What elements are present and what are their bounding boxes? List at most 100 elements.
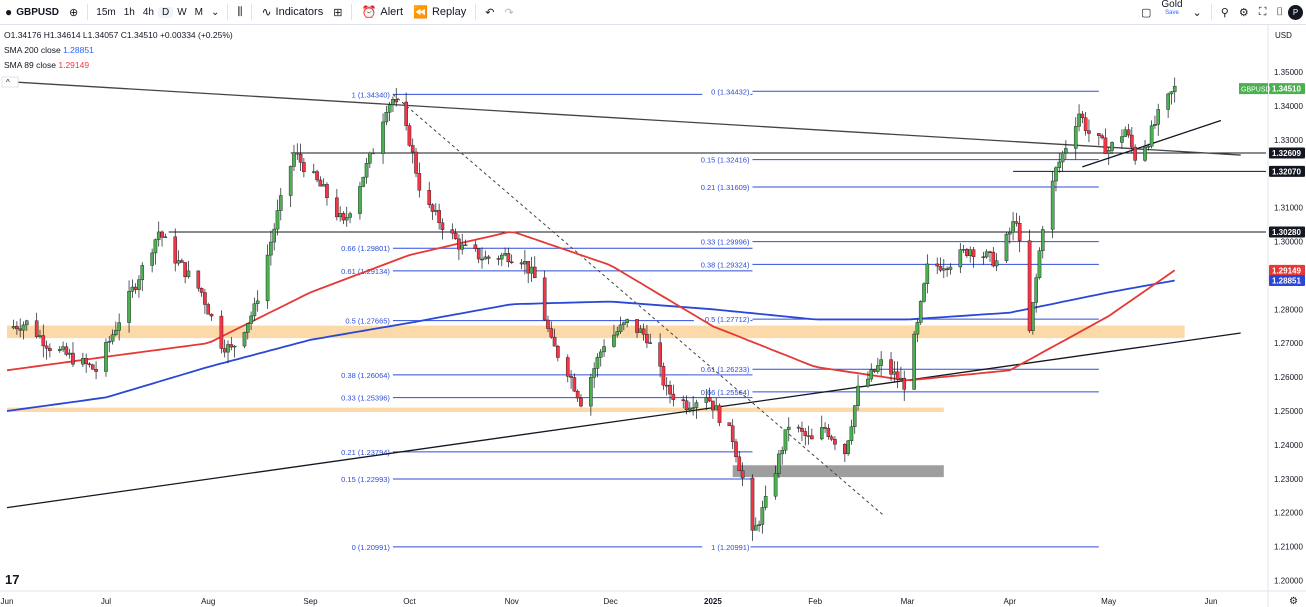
candle-up[interactable] bbox=[321, 184, 326, 187]
candle-up[interactable] bbox=[117, 322, 121, 331]
candle-down[interactable] bbox=[829, 436, 834, 440]
candle-down[interactable] bbox=[965, 249, 969, 256]
candle-up[interactable] bbox=[899, 377, 903, 380]
candle-down[interactable] bbox=[658, 342, 662, 367]
candle-down[interactable] bbox=[222, 348, 227, 353]
candle-down[interactable] bbox=[437, 210, 441, 224]
candle-down[interactable] bbox=[133, 286, 138, 290]
candle-down[interactable] bbox=[671, 393, 676, 400]
candle-up[interactable] bbox=[1120, 136, 1124, 143]
candle-up[interactable] bbox=[773, 473, 778, 497]
candle-down[interactable] bbox=[18, 328, 22, 331]
candle-up[interactable] bbox=[592, 368, 596, 378]
candle-up[interactable] bbox=[942, 268, 946, 271]
candle-up[interactable] bbox=[783, 429, 788, 451]
candle-down[interactable] bbox=[1027, 240, 1032, 331]
candle-up[interactable] bbox=[780, 450, 784, 455]
candle-up[interactable] bbox=[381, 121, 385, 154]
candle-down[interactable] bbox=[635, 319, 639, 333]
candle-down[interactable] bbox=[803, 431, 808, 437]
timeframe-m[interactable]: M bbox=[194, 6, 203, 18]
candle-up[interactable] bbox=[1050, 180, 1055, 230]
candle-up[interactable] bbox=[252, 303, 257, 317]
alert-button[interactable]: ⏰ Alert bbox=[356, 0, 408, 24]
candle-up[interactable] bbox=[104, 342, 108, 372]
candle-up[interactable] bbox=[140, 265, 145, 280]
timeframe-1h[interactable]: 1h bbox=[123, 6, 135, 18]
candle-up[interactable] bbox=[11, 326, 16, 329]
candle-down[interactable] bbox=[800, 428, 804, 432]
candle-down[interactable] bbox=[1087, 130, 1091, 134]
symbol-search[interactable]: ● GBPUSD bbox=[0, 0, 64, 24]
candle-down[interactable] bbox=[843, 444, 847, 455]
candle-up[interactable] bbox=[869, 369, 874, 380]
candle-up[interactable] bbox=[110, 334, 115, 342]
candle-down[interactable] bbox=[872, 369, 877, 372]
candle-up[interactable] bbox=[849, 426, 854, 442]
candle-up[interactable] bbox=[1060, 152, 1065, 163]
candle-up[interactable] bbox=[852, 405, 857, 427]
candle-up[interactable] bbox=[61, 346, 65, 350]
candle-up[interactable] bbox=[1073, 126, 1078, 149]
candle-down[interactable] bbox=[476, 248, 481, 260]
candle-down[interactable] bbox=[895, 371, 900, 380]
candle-down[interactable] bbox=[971, 249, 976, 257]
trend-line-1[interactable] bbox=[16, 81, 1241, 156]
candle-down[interactable] bbox=[1080, 113, 1085, 119]
candle-up[interactable] bbox=[994, 260, 999, 267]
replay-button[interactable]: ⏪ Replay bbox=[408, 0, 471, 24]
candle-up[interactable] bbox=[1077, 113, 1081, 127]
candle-down[interactable] bbox=[734, 441, 738, 458]
candle-down[interactable] bbox=[209, 314, 214, 317]
candle-down[interactable] bbox=[889, 359, 893, 375]
candle-down[interactable] bbox=[565, 357, 570, 377]
candle-up[interactable] bbox=[595, 357, 600, 369]
avatar[interactable]: P bbox=[1288, 4, 1303, 20]
candle-down[interactable] bbox=[902, 377, 907, 390]
candle-up[interactable] bbox=[114, 330, 118, 335]
candle-down[interactable] bbox=[298, 153, 303, 163]
candle-down[interactable] bbox=[645, 334, 649, 344]
add-symbol-button[interactable]: ⊕ bbox=[64, 0, 83, 24]
candle-down[interactable] bbox=[325, 184, 329, 199]
candle-up[interactable] bbox=[130, 286, 135, 292]
candle-down[interactable] bbox=[796, 426, 801, 429]
candle-down[interactable] bbox=[532, 266, 537, 279]
candle-down[interactable] bbox=[318, 179, 323, 187]
candle-up[interactable] bbox=[278, 195, 283, 211]
candle-down[interactable] bbox=[15, 326, 19, 330]
candle-down[interactable] bbox=[302, 162, 306, 173]
candle-up[interactable] bbox=[1143, 147, 1147, 161]
candle-up[interactable] bbox=[344, 217, 349, 221]
candle-down[interactable] bbox=[991, 251, 996, 267]
timeframe-d[interactable]: D bbox=[157, 6, 174, 18]
candle-up[interactable] bbox=[348, 213, 352, 218]
candle-up[interactable] bbox=[67, 352, 72, 355]
candle-down[interactable] bbox=[414, 151, 418, 174]
timeframe-15m[interactable]: 15m bbox=[96, 6, 116, 18]
candle-down[interactable] bbox=[549, 328, 554, 338]
candle-up[interactable] bbox=[292, 152, 296, 167]
candle-up[interactable] bbox=[1166, 93, 1170, 110]
candle-up[interactable] bbox=[892, 371, 897, 375]
candle-up[interactable] bbox=[1146, 146, 1151, 148]
candle-up[interactable] bbox=[856, 385, 860, 406]
candle-up[interactable] bbox=[589, 377, 593, 407]
candle-up[interactable] bbox=[1169, 91, 1174, 95]
settings-button[interactable]: ⚙ bbox=[1234, 0, 1254, 24]
candle-up[interactable] bbox=[1149, 125, 1154, 147]
candle-down[interactable] bbox=[711, 400, 715, 411]
candle-down[interactable] bbox=[661, 366, 666, 386]
candle-up[interactable] bbox=[153, 239, 158, 254]
candle-down[interactable] bbox=[569, 376, 573, 378]
candle-up[interactable] bbox=[391, 99, 395, 105]
candle-up[interactable] bbox=[918, 301, 923, 323]
candle-down[interactable] bbox=[707, 397, 712, 402]
candle-down[interactable] bbox=[526, 261, 530, 274]
candle-down[interactable] bbox=[935, 263, 940, 267]
candle-up[interactable] bbox=[265, 254, 270, 302]
candle-up[interactable] bbox=[757, 524, 761, 526]
candle-up[interactable] bbox=[364, 163, 369, 178]
layout-name-button[interactable]: Gold Save bbox=[1156, 0, 1187, 24]
candle-down[interactable] bbox=[823, 427, 827, 429]
